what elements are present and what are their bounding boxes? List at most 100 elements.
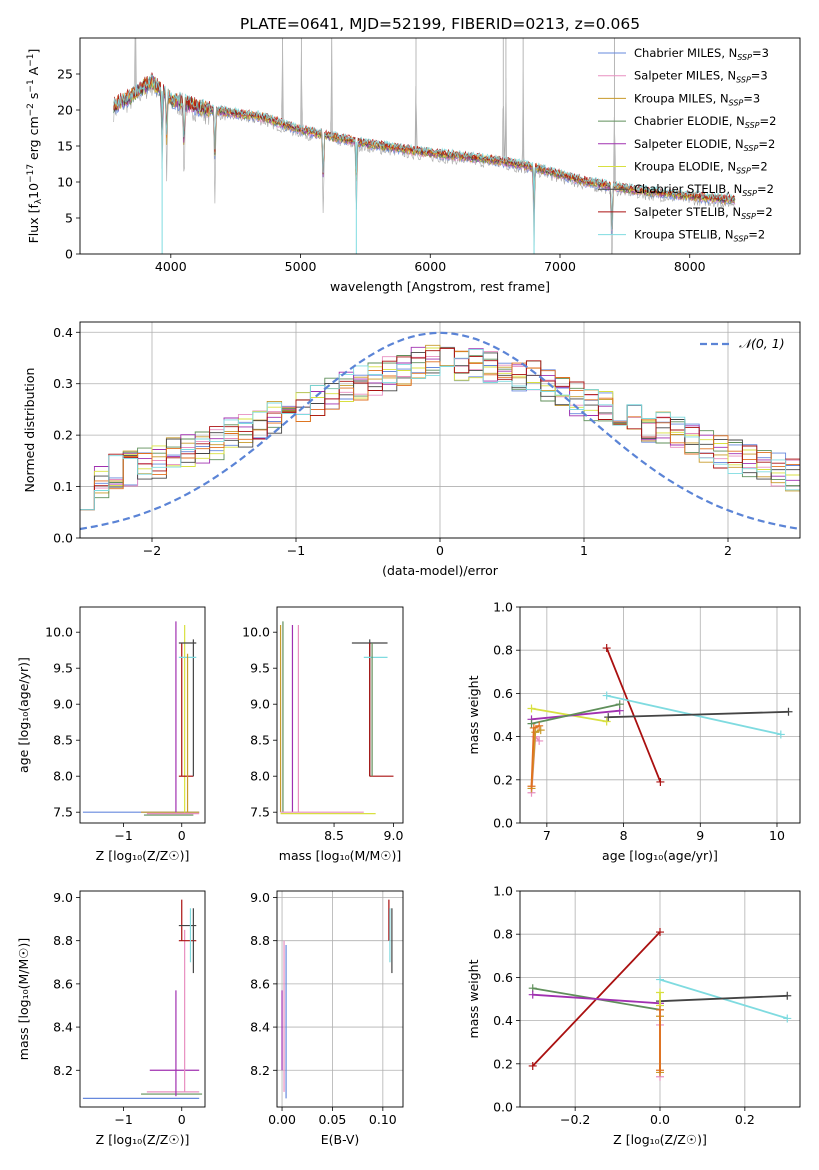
weight_vs_Z-marker-kroupa_stelib xyxy=(783,1014,792,1023)
mass_vs_Z-ytick-label: 8.8 xyxy=(53,933,73,948)
weight_vs_age-marker-salpeter_stelib xyxy=(656,777,665,786)
weight_vs_Z-marker-kroupa_elodie xyxy=(656,988,664,997)
spectrum-ylabel-part: −1 xyxy=(26,54,36,67)
mass_vs_ebv-ytick-label: 8.4 xyxy=(250,1020,270,1035)
age_vs_mass-xlabel: mass [log₁₀(M/M☉)] xyxy=(279,848,401,863)
legend-text: Salpeter MILES, N xyxy=(634,69,736,83)
residuals-xtick-label: 2 xyxy=(724,543,732,558)
spectrum-frame xyxy=(79,37,801,255)
weight_vs_Z-marker-chabrier_stelib xyxy=(783,991,792,1000)
weight_vs_age-ytick-label: 1.0 xyxy=(493,600,513,615)
spectrum-ylabel: Flux [fλ10−17 erg cm−2 s−1 A−1] xyxy=(26,49,44,244)
weight_vs_Z-ytick-label: 0.6 xyxy=(493,970,513,985)
residuals-ytick-label: 0.4 xyxy=(53,325,73,340)
weight_vs_Z-marker-salpeter_elodie xyxy=(528,990,537,999)
mass_vs_ebv-frame xyxy=(276,890,404,1108)
mass_vs_Z-panel: −1 0 8.2 8.4 8.6 8.8 9.0 Z [log₁₀(Z/Z☉)] mass [l… xyxy=(16,890,206,1147)
legend-text: Chabrier MILES, N xyxy=(634,46,737,60)
weight_vs_age-frame xyxy=(519,606,801,824)
mass_vs_ebv-panel: 0.00 0.05 0.10 8.2 8.4 8.6 8.8 9.0 E(B-V) xyxy=(250,890,404,1147)
residual-hist-kroupa_stelib xyxy=(80,349,800,511)
residuals-xtick-label: −1 xyxy=(287,543,305,558)
weight_vs_age-xtick-label: 9 xyxy=(696,828,704,843)
legend-text: Kroupa ELODIE, N xyxy=(634,160,736,174)
mass_vs_ebv-plot-area xyxy=(281,899,393,1099)
legend-sub: SSP xyxy=(742,189,757,198)
legend-text: Salpeter ELODIE, N xyxy=(634,137,744,151)
age_vs_Z-xlabel: Z [log₁₀(Z/Z☉)] xyxy=(96,848,190,863)
weight_vs_age-panel: 7 8 9 10 0.0 0.2 0.4 0.6 0.8 1.0 age [log₁₀(age/yr… xyxy=(466,600,801,863)
weight_vs_age-marker-kroupa_stelib xyxy=(776,730,785,739)
spectrum-ytick-label: 25 xyxy=(57,67,73,82)
mass_vs_Z-xtick-label: 0 xyxy=(178,1112,186,1127)
age_vs_Z-frame xyxy=(79,606,206,824)
age_vs_mass-ytick-label: 9.5 xyxy=(250,661,270,676)
legend-tail: =3 xyxy=(751,69,768,83)
mass_vs_ebv-ytick-label: 8.2 xyxy=(250,1063,270,1078)
mass_vs_Z-ytick-label: 8.2 xyxy=(53,1063,73,1078)
residual-hist-kroupa_elodie xyxy=(80,347,800,511)
weight_vs_Z-marker-orange xyxy=(656,1005,664,1014)
figure-title: PLATE=0641, MJD=52199, FIBERID=0213, z=0… xyxy=(240,15,640,33)
weight_vs_Z-xtick-label: 0.2 xyxy=(735,1112,755,1127)
mass_vs_ebv-ytick-label: 9.0 xyxy=(250,890,270,905)
weight_vs_age-marker-kroupa_elodie xyxy=(602,717,611,726)
weight_vs_Z-ytick-label: 0.2 xyxy=(493,1056,513,1071)
spectrum-ylabel-part: s xyxy=(26,93,41,104)
legend-label-kroupa_miles: Kroupa MILES, NSSP=3 xyxy=(634,91,760,107)
weight_vs_age-marker-chabrier_stelib xyxy=(604,713,613,722)
mass_vs_ebv-xlabel: E(B-V) xyxy=(321,1132,360,1147)
age_vs_Z-ytick-label: 8.5 xyxy=(53,733,73,748)
spectrum-ytick-label: 15 xyxy=(57,139,73,154)
residuals-xlabel: (data-model)/error xyxy=(382,563,499,578)
legend-sub: SSP xyxy=(729,98,744,107)
weight_vs_age-marker-chabrier_elodie xyxy=(527,719,536,728)
residuals-ytick-label: 0.3 xyxy=(53,376,73,391)
legend-label-salpeter_elodie: Salpeter ELODIE, NSSP=2 xyxy=(634,137,775,153)
legend-label-chabrier_miles: Chabrier MILES, NSSP=3 xyxy=(634,46,769,62)
weight_vs_Z-ytick-label: 0.0 xyxy=(493,1100,513,1115)
age_vs_mass-ytick-label: 7.5 xyxy=(250,805,270,820)
spectrum-xtick-label: 6000 xyxy=(414,259,446,274)
residuals-frame xyxy=(79,321,801,539)
weight_vs_Z-marker-salpeter_stelib xyxy=(656,928,664,937)
weight_vs_age-marker-chabrier_elodie xyxy=(615,700,624,709)
weight_vs_age-marker-salpeter_stelib xyxy=(602,644,611,653)
mass_vs_Z-xlabel: Z [log₁₀(Z/Z☉)] xyxy=(96,1132,190,1147)
weight_vs_age-ytick-label: 0.0 xyxy=(493,816,513,831)
weight_vs_age-xtick-label: 10 xyxy=(769,828,785,843)
age_vs_mass-plot-area xyxy=(279,621,394,815)
mass_vs_ebv-ytick-label: 8.8 xyxy=(250,933,270,948)
legend-tail: =2 xyxy=(760,114,777,128)
weight_vs_Z-series-salpeter_elodie xyxy=(532,993,661,1005)
weight_vs_age-marker-orange xyxy=(535,721,544,730)
age_vs_mass-panel: 8.5 9.0 7.5 8.0 8.5 9.0 9.5 10.0 mass [log₁₀(M/M… xyxy=(242,606,404,863)
mass_vs_Z-plot-area xyxy=(82,899,203,1099)
weight_vs_age-ytick-label: 0.4 xyxy=(493,729,513,744)
mass_vs_ebv-ytick-label: 8.6 xyxy=(250,976,270,991)
legend-text: Chabrier STELIB, N xyxy=(634,182,742,196)
weight_vs_Z-ylabel: mass weight xyxy=(466,959,481,1038)
weight_vs_age-marker-kroupa_miles xyxy=(536,726,545,735)
residuals-ytick-label: 0.2 xyxy=(53,428,73,443)
residuals-ytick-label: 0.0 xyxy=(53,531,73,546)
legend-sub: SSP xyxy=(741,212,756,221)
age_vs_mass-xtick-label: 8.5 xyxy=(324,828,344,843)
legend-tail: =2 xyxy=(757,182,774,196)
age_vs_Z-ytick-label: 9.5 xyxy=(53,661,73,676)
age_vs_mass-xtick-label: 9.0 xyxy=(384,828,404,843)
legend-label-chabrier_stelib: Chabrier STELIB, NSSP=2 xyxy=(634,182,774,198)
mass_vs_ebv-grid xyxy=(277,891,403,1107)
legend-tail: =2 xyxy=(758,137,775,151)
weight_vs_age-marker-orange xyxy=(527,782,536,791)
spectrum-plot-area xyxy=(113,38,736,254)
weight_vs_age-marker-chabrier_stelib xyxy=(784,707,793,716)
weight_vs_age-marker-kroupa_miles xyxy=(531,728,540,737)
weight_vs_age-xtick-label: 8 xyxy=(620,828,628,843)
weight_vs_Z-frame xyxy=(519,890,801,1108)
weight_vs_Z-xtick-label: −0.2 xyxy=(560,1112,590,1127)
weight_vs_Z-marker-salpeter_stelib xyxy=(528,1061,537,1070)
legend-label-kroupa_elodie: Kroupa ELODIE, NSSP=2 xyxy=(634,160,768,176)
spectrum-ylabel-part: ] xyxy=(26,49,41,54)
